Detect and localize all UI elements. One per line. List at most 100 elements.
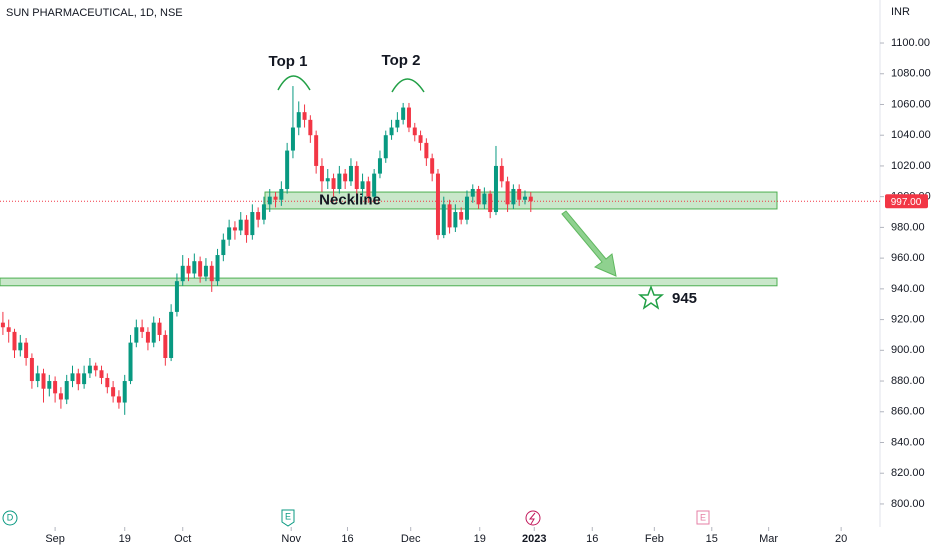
x-tick-label: 16 xyxy=(341,533,353,545)
candle-body xyxy=(459,212,464,220)
candle-body xyxy=(360,181,365,189)
event-icon[interactable] xyxy=(696,510,710,525)
candle-body xyxy=(232,227,237,231)
candle-body xyxy=(70,373,75,382)
candle-body xyxy=(267,196,272,205)
candle-body xyxy=(488,193,493,213)
candle-body xyxy=(517,188,522,200)
candle-body xyxy=(29,357,34,382)
y-tick-label: 860.00 xyxy=(891,406,925,418)
y-tick-label: 900.00 xyxy=(891,344,925,356)
event-icon[interactable] xyxy=(525,510,541,526)
chart-title: SUN PHARMACEUTICAL, 1D, NSE xyxy=(6,7,183,19)
candle-body xyxy=(354,165,359,189)
candle-body xyxy=(82,373,87,385)
candle-body xyxy=(476,188,481,205)
candle-body xyxy=(53,381,58,394)
x-tick-label: Sep xyxy=(45,533,65,545)
candle-body xyxy=(140,327,145,332)
y-tick-label: 880.00 xyxy=(891,375,925,387)
candle-body xyxy=(209,265,214,282)
candle-body xyxy=(302,112,307,120)
candle-body xyxy=(180,265,185,282)
x-tick-label: Dec xyxy=(401,533,421,545)
candle-body xyxy=(348,165,353,182)
candle-body xyxy=(76,373,81,385)
zone xyxy=(0,277,778,287)
candle-body xyxy=(203,265,208,277)
candle-body xyxy=(238,219,243,231)
candle-body xyxy=(528,196,533,202)
annotation: Top 2 xyxy=(382,52,421,69)
candle-body xyxy=(511,188,516,205)
candle-body xyxy=(395,119,400,128)
candle-body xyxy=(128,342,133,382)
candle-body xyxy=(314,135,319,166)
y-tick-label: 920.00 xyxy=(891,313,925,325)
lightning xyxy=(528,512,536,525)
candle-body xyxy=(372,173,377,197)
event-icon[interactable] xyxy=(281,509,295,527)
price-tag-label: 997.00 xyxy=(891,197,922,208)
candle-body xyxy=(424,142,429,159)
x-tick-label: 19 xyxy=(119,533,131,545)
y-tick-label: 1060.00 xyxy=(891,98,931,110)
y-tick-label: 1020.00 xyxy=(891,160,931,172)
candle-body xyxy=(366,181,371,197)
candle-body xyxy=(435,173,440,236)
x-tick-label: 19 xyxy=(474,533,486,545)
candle-body xyxy=(499,165,504,182)
x-tick-label: Oct xyxy=(174,533,191,545)
arrow xyxy=(561,210,617,277)
candle-body xyxy=(250,212,255,236)
candle-body xyxy=(319,165,324,182)
candle-body xyxy=(401,107,406,120)
x-tick-label: Nov xyxy=(281,533,301,545)
event-icons: D E E xyxy=(2,509,710,527)
zone-label: Neckline xyxy=(319,191,381,208)
top-arc xyxy=(277,75,311,91)
candle-body xyxy=(99,370,104,378)
candle-body xyxy=(377,158,382,174)
y-tick-label: 800.00 xyxy=(891,498,925,510)
x-tick-label: Mar xyxy=(759,533,778,545)
candle-body xyxy=(482,193,487,205)
candle-body xyxy=(41,373,46,389)
event-letter: D xyxy=(7,512,14,522)
candle-body xyxy=(35,373,40,382)
candle-body xyxy=(6,327,11,332)
y-tick-label: 980.00 xyxy=(891,221,925,233)
candle-body xyxy=(93,365,98,371)
y-tick-label: 960.00 xyxy=(891,252,925,264)
x-tick-label: 2023 xyxy=(522,533,546,545)
candle-body xyxy=(273,196,278,200)
y-tick-label: 940.00 xyxy=(891,283,925,295)
x-tick-label: 15 xyxy=(706,533,718,545)
candle-body xyxy=(18,342,23,351)
price-tag xyxy=(885,194,928,209)
annotation: Top 1 xyxy=(269,53,308,70)
event-icon[interactable] xyxy=(2,510,18,526)
x-tick-label: Feb xyxy=(645,533,664,545)
candle-body xyxy=(244,219,249,236)
candle-body xyxy=(116,396,121,403)
candle-body xyxy=(227,227,232,240)
candle-body xyxy=(418,135,423,143)
candle-body xyxy=(279,188,284,200)
y-tick-label: 840.00 xyxy=(891,436,925,448)
candle-body xyxy=(406,107,411,128)
x-tick-label: 16 xyxy=(586,533,598,545)
candle-body xyxy=(389,127,394,136)
candle-body xyxy=(145,331,150,343)
candle-body xyxy=(24,342,29,358)
candle-body xyxy=(308,119,313,136)
candle-body xyxy=(157,322,162,335)
candle-body xyxy=(163,334,168,358)
candle-body xyxy=(493,165,498,213)
candle-body xyxy=(522,196,527,200)
event-letter: E xyxy=(285,511,291,521)
target-label: 945 xyxy=(672,290,697,307)
candle-body xyxy=(337,173,342,189)
candle-body xyxy=(290,127,295,151)
candle-body xyxy=(441,204,446,236)
